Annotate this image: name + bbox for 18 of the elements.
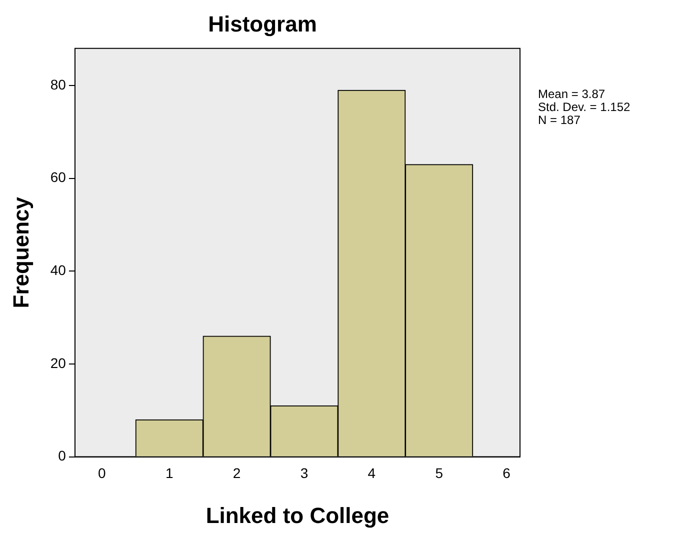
x-tick-label: 4 (368, 465, 376, 482)
x-tick-label: 1 (165, 465, 174, 482)
text: N = 187 (538, 113, 582, 127)
x-tick-label: 0 (98, 465, 106, 482)
y-tick-label: 40 (50, 262, 66, 278)
x-tick-label: 2 (232, 465, 241, 482)
text: Mean = 3.87 (538, 87, 606, 101)
x-tick-label: 6 (502, 465, 511, 482)
text: Std. Dev. = 1.152 (538, 100, 630, 114)
y-axis-title: Frequency (8, 196, 34, 308)
x-axis-title: Linked to College (206, 502, 390, 528)
y-tick-label: 0 (58, 448, 66, 464)
x-tick-label: 5 (435, 465, 444, 482)
y-tick-label: 20 (50, 354, 66, 371)
y-tick-label: 60 (50, 169, 66, 186)
x-tick-label: 3 (300, 465, 308, 482)
y-tick-label: 80 (50, 76, 66, 92)
chart-title: Histogram (208, 11, 317, 36)
